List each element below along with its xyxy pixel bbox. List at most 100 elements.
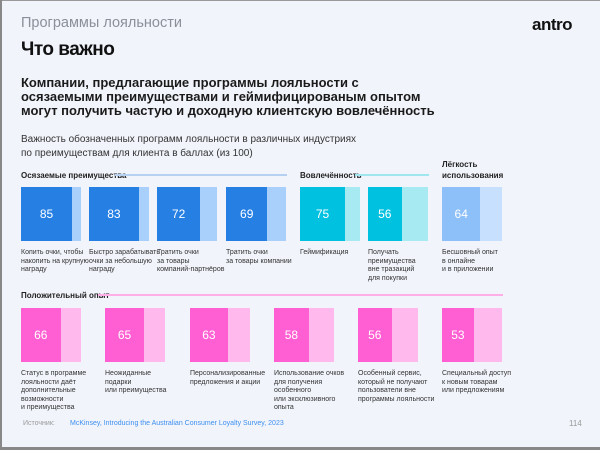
category-label-line: возможности — [21, 395, 64, 403]
bar-category-label: Специальный доступ к новым товарам или пре… — [442, 370, 520, 396]
bar-category-label: Получать преимущества вне тразакций для пок… — [368, 249, 446, 283]
category-label-line: накопить на крупную — [21, 257, 89, 265]
bar-fill — [226, 187, 268, 241]
bar: 75 — [300, 187, 360, 241]
chart-subtitle: Важность обозначенных программ лояльност… — [21, 133, 356, 161]
bar: 83 — [89, 187, 149, 241]
bar-fill — [190, 308, 228, 362]
bar: 72 — [157, 187, 217, 241]
bar-value-label: 69 — [240, 207, 254, 221]
category-label-line: программы лояльности — [358, 395, 435, 403]
bar: 56 — [368, 187, 428, 241]
bar: 58 — [274, 308, 334, 362]
category-label-line: Бесшовный опыт — [442, 249, 498, 256]
bar: 69 — [226, 187, 286, 241]
category-label-line: в онлайне — [442, 257, 476, 265]
category-label-line: Персонализированные — [190, 370, 266, 377]
category-label-line: Неожиданные — [105, 370, 151, 377]
section-label: Программы лояльности — [21, 15, 182, 31]
bar: 66 — [21, 308, 81, 362]
category-label-line: который не получают — [358, 378, 428, 386]
bar-value-label: 65 — [117, 328, 132, 342]
category-label-line: Быстро зарабатывать — [89, 249, 161, 256]
bar-fill — [442, 187, 481, 241]
bar-value-label: 56 — [378, 207, 392, 221]
page-title: Что важно — [21, 39, 115, 60]
antro-logo: antro — [532, 15, 573, 34]
bar: 65 — [105, 308, 165, 362]
bar-value-label: 58 — [284, 328, 299, 342]
bar-category-label: Тратить очки за товары компаний-партнёров — [157, 249, 235, 275]
bar-category-label: Особенный сервис, который не получают поль… — [358, 370, 436, 404]
bar: 56 — [358, 308, 418, 362]
bar-fill — [300, 187, 345, 241]
category-label-line: за товары компании — [226, 257, 292, 265]
category-label-line: Использование очков — [274, 370, 345, 377]
category-label-line: преимущества — [368, 257, 416, 265]
bar-category-label: Тратить очки за товары компании — [226, 249, 304, 266]
bar-fill — [21, 308, 61, 362]
page-number: 114 — [569, 419, 582, 428]
bar-value-label: 83 — [107, 207, 121, 221]
bar-value-label: 53 — [451, 328, 465, 342]
category-label-line: или эксклюзивного опыта — [274, 395, 336, 412]
bar-category-label: Быстро зарабатывать очки за небольшую нагр… — [89, 249, 167, 275]
category-label-line: Копить очки, чтобы — [21, 249, 84, 256]
group-title-engagement: Вовлечённость — [300, 171, 362, 180]
category-label-line: за товары — [157, 257, 190, 265]
category-label-line: Особенный сервис, — [358, 370, 422, 377]
bar: 85 — [21, 187, 81, 241]
category-label-line: Тратить очки — [226, 249, 268, 256]
category-label-line: предложения и акции — [190, 378, 261, 386]
bar-value-label: 56 — [368, 328, 382, 342]
bar-category-label: Неожиданные подарки или преимущества — [105, 370, 183, 396]
category-label-line: или преимущества — [105, 387, 167, 394]
bar: 64 — [442, 187, 502, 241]
bar-fill — [368, 187, 402, 241]
group-title-tangible: Осязаемые преимущества — [21, 171, 127, 180]
category-label-line: Специальный доступ — [442, 370, 512, 377]
category-label-line: пользователи вне — [358, 387, 416, 394]
bar-value-label: 64 — [454, 207, 468, 221]
bar: 63 — [190, 308, 250, 362]
bar-category-label: Персонализированные предложения и акции — [190, 370, 268, 387]
group-divider-engagement — [355, 174, 429, 176]
category-label-line: Статус в программе — [21, 370, 87, 377]
group-title-positive: Положительный опыт — [21, 291, 110, 300]
category-label-line: и преимущества — [21, 404, 75, 411]
bar-fill — [157, 187, 201, 241]
bar-category-label: Статус в программе лояльности даёт дополни… — [21, 370, 99, 413]
category-label-line: или предложениям — [442, 387, 505, 394]
category-label-line: вне тразакций — [368, 266, 415, 273]
category-label-line: дополнительные — [21, 387, 76, 394]
bar-fill — [105, 308, 144, 362]
category-label-line: Получать — [368, 249, 399, 256]
chart-subtitle-line: Важность обозначенных программ лояльност… — [21, 134, 357, 145]
group-title-ease: Лёгкость использования — [442, 160, 504, 180]
category-label-line: к новым товарам — [442, 378, 498, 386]
category-label-line: Тратить очки — [157, 249, 199, 256]
bar-fill — [21, 187, 72, 241]
category-label-line: награду — [89, 266, 115, 273]
bar-fill — [442, 308, 474, 362]
bar-category-label: Геймификация — [300, 249, 378, 258]
bar-fill — [274, 308, 309, 362]
source-link[interactable]: McKinsey, Introducing the Australian Con… — [70, 420, 284, 427]
category-label-line: для покупки — [368, 274, 407, 282]
category-label-line: и в приложении — [442, 266, 494, 273]
category-label-line: компаний-партнёров — [157, 266, 225, 273]
bar-fill — [89, 187, 139, 241]
bar-category-label: Использование очков для получения особенн… — [274, 370, 352, 413]
bar: 53 — [442, 308, 502, 362]
category-label-line: для получения особенного — [274, 378, 323, 395]
category-label-line: очки за небольшую — [89, 257, 152, 265]
category-label-line: Геймификация — [300, 249, 349, 256]
bar-category-label: Бесшовный опыт в онлайне и в приложении — [442, 249, 520, 275]
source-label: Источник: — [23, 420, 55, 427]
bar-value-label: 66 — [34, 328, 48, 342]
category-label-line: награду — [21, 266, 47, 273]
group-divider-tangible — [115, 174, 287, 176]
group-divider-positive — [98, 294, 503, 296]
bar-category-label: Копить очки, чтобы накопить на крупную наг… — [21, 249, 99, 275]
